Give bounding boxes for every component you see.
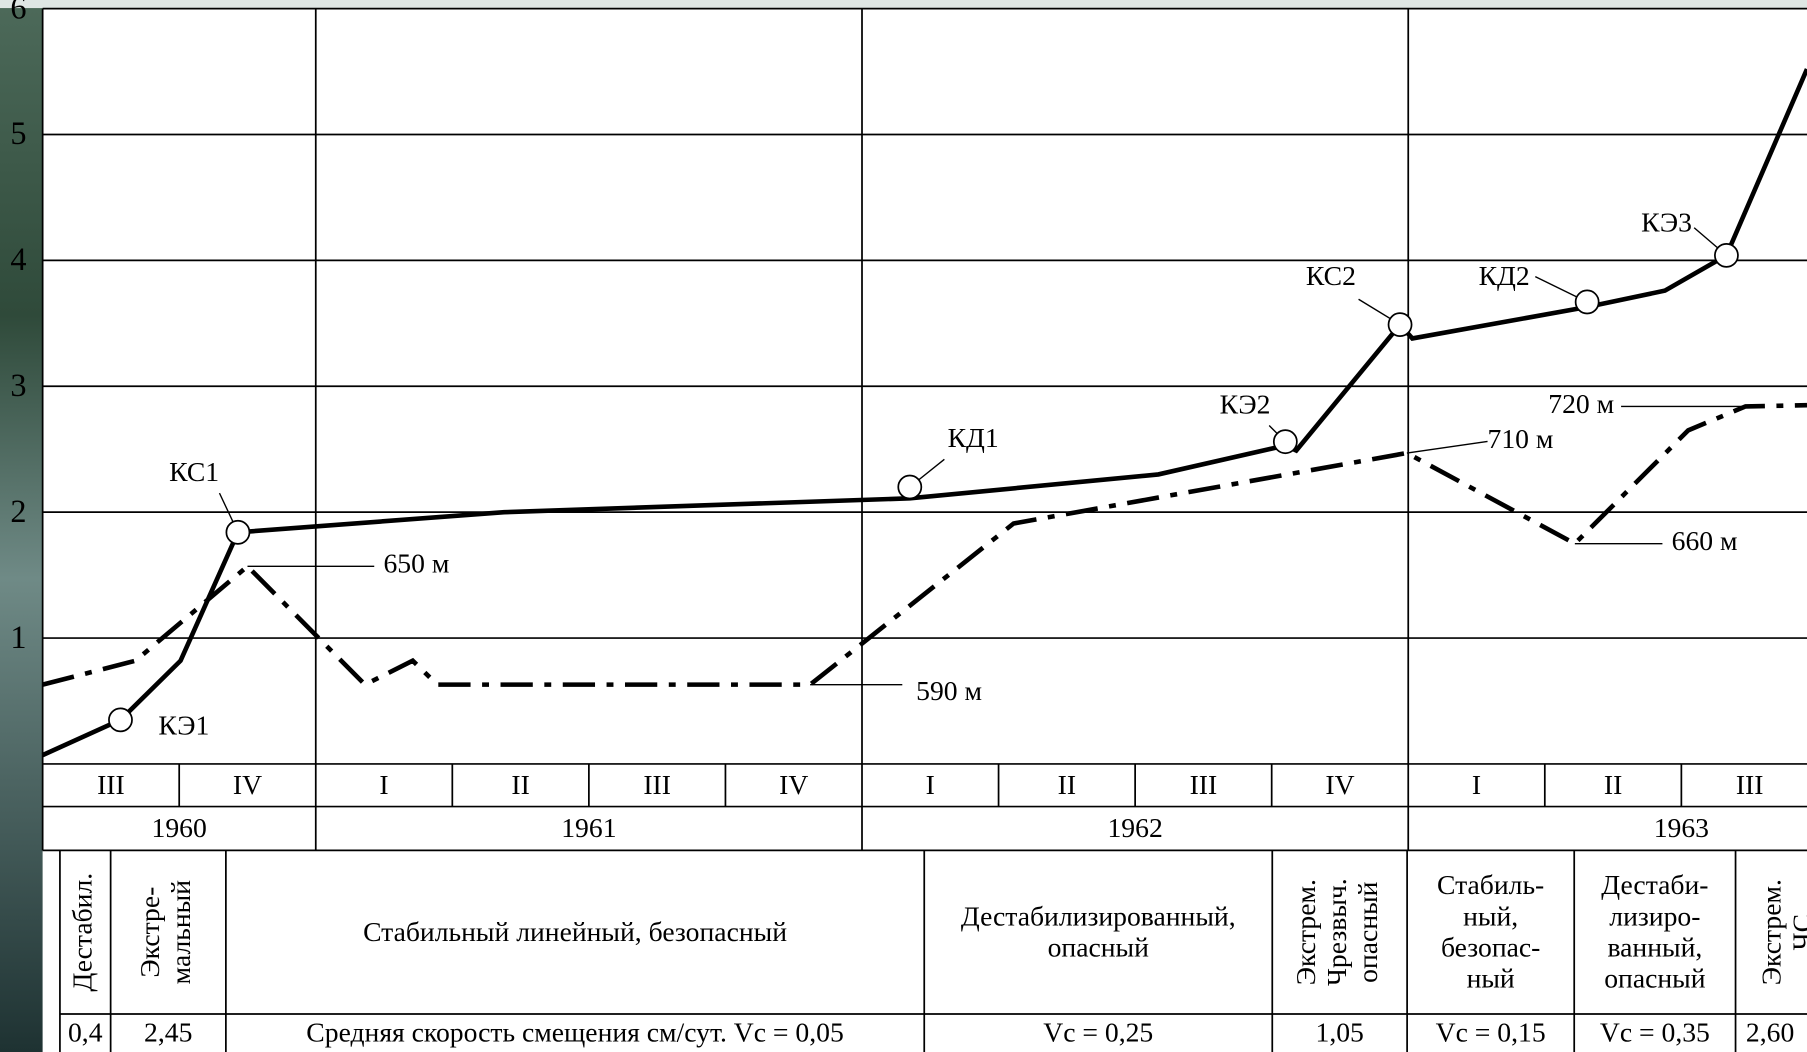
regime-label: Чрезвыч. (1321, 878, 1352, 986)
quarter-label: I (379, 769, 388, 800)
regime-label: лизиро- (1609, 900, 1700, 931)
year-label: 1960 (152, 812, 207, 843)
regime-label: Дестабил. (67, 873, 98, 992)
marker (1389, 313, 1412, 336)
quarter-label: IV (1325, 769, 1354, 800)
quarter-label: I (1472, 769, 1481, 800)
y-tick-label: 2 (10, 493, 26, 529)
marker (1576, 290, 1599, 313)
regime-label: опасный (1048, 931, 1150, 962)
speed-label: Vc = 0,25 (1043, 1017, 1153, 1048)
quarter-label: II (1604, 769, 1622, 800)
marker (898, 475, 921, 498)
speed-label: 1,05 (1316, 1017, 1364, 1048)
speed-label: 2,45 (144, 1017, 192, 1048)
point-label: 590 м (916, 675, 982, 706)
quarter-label: II (511, 769, 529, 800)
y-tick-label: 3 (10, 367, 26, 403)
regime-label: Экстрем. (1755, 879, 1786, 985)
year-label: 1962 (1107, 812, 1162, 843)
marker-label: КЭ1 (158, 709, 209, 740)
speed-label: Vc = 0,35 (1600, 1017, 1710, 1048)
regime-label: ЧС (1787, 914, 1807, 950)
speed-label: 2,60 (1746, 1017, 1794, 1048)
speed-label: Средняя скорость смещения см/сут. Vc = 0… (306, 1017, 843, 1048)
marker (1715, 244, 1738, 267)
quarter-label: III (1190, 769, 1218, 800)
y-tick-label: 4 (10, 241, 26, 277)
point-label: 720 м (1548, 388, 1614, 419)
regime-label: Экстре- (134, 887, 165, 978)
year-label: 1963 (1654, 812, 1709, 843)
quarter-label: I (926, 769, 935, 800)
point-label: 710 м (1488, 423, 1554, 454)
y-tick-label: 5 (10, 115, 26, 151)
regime-label: мальный (165, 880, 196, 985)
regime-label: Дестаби- (1601, 869, 1708, 900)
quarter-label: IV (779, 769, 808, 800)
regime-label: Экстрем. (1290, 879, 1321, 985)
regime-label: опасный (1352, 881, 1383, 983)
quarter-label: III (97, 769, 125, 800)
quarter-label: III (643, 769, 671, 800)
speed-label: Vc = 0,15 (1436, 1017, 1546, 1048)
marker-label: КД2 (1479, 260, 1530, 291)
marker (109, 708, 132, 731)
regime-label: ный, (1463, 900, 1518, 931)
marker (1274, 430, 1297, 453)
top-strip (0, 0, 1807, 8)
quarter-label: III (1736, 769, 1764, 800)
marker-label: КЭ2 (1220, 388, 1271, 419)
regime-label: ванный, (1607, 931, 1702, 962)
regime-label: Стабильный линейный, безопасный (363, 916, 787, 947)
regime-label: безопас- (1441, 931, 1540, 962)
quarter-label: II (1058, 769, 1076, 800)
marker (226, 521, 249, 544)
point-label: 650 м (383, 548, 449, 579)
marker-label: КС2 (1306, 260, 1356, 291)
regime-label: опасный (1604, 962, 1706, 993)
y-tick-label: 1 (10, 619, 26, 655)
speed-label: 0,4 (68, 1017, 103, 1048)
point-label: 660 м (1672, 525, 1738, 556)
regime-label: ный (1467, 962, 1515, 993)
marker-label: КД1 (948, 422, 999, 453)
regime-label: Стабиль- (1437, 869, 1544, 900)
chart: 123456IIIIVIIIIIIIVIIIIIIIVIIIIII1960196… (0, 0, 1807, 1052)
regime-label: Дестабилизированный, (961, 900, 1236, 931)
quarter-label: IV (233, 769, 262, 800)
marker-label: КС1 (169, 456, 219, 487)
page: {"chart_data": { "type": "line", "xlim":… (0, 0, 1807, 1052)
year-label: 1961 (561, 812, 616, 843)
marker-label: КЭ3 (1641, 207, 1692, 238)
y-tick-label: 6 (10, 0, 26, 25)
